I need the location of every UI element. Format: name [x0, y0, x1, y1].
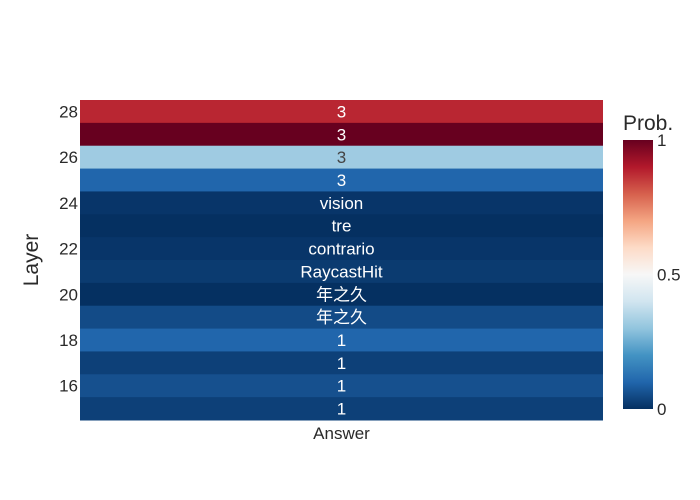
cell-label-layer-20: 年之久: [316, 285, 367, 304]
cell-label-layer-23: tre: [332, 217, 352, 236]
cell-label-layer-21: RaycastHit: [300, 262, 382, 281]
y-tick-18: 18: [59, 331, 78, 350]
heatmap-cell-layer-21: [80, 260, 603, 284]
y-tick-28: 28: [59, 102, 78, 121]
y-tick-20: 20: [59, 285, 78, 304]
cell-label-layer-26: 3: [337, 148, 346, 167]
colorbar-ticks: 00.51: [657, 131, 681, 419]
cell-label-layer-28: 3: [337, 102, 346, 121]
colorbar-tick-0.5: 0.5: [657, 266, 681, 285]
y-tick-16: 16: [59, 377, 78, 396]
x-tick-answer: Answer: [313, 424, 370, 443]
heatmap-cell-layer-28: [80, 100, 603, 124]
y-tick-24: 24: [59, 194, 78, 213]
heatmap-cell-layer-23: [80, 214, 603, 238]
cell-label-layer-16: 1: [337, 377, 346, 396]
cell-label-layer-17: 1: [337, 354, 346, 373]
colorbar: [623, 140, 653, 409]
colorbar-title: Prob.: [623, 112, 673, 135]
heatmap-cells: 3333visiontrecontrarioRaycastHit年之久年之久11…: [80, 100, 603, 421]
heatmap-cell-layer-27: [80, 122, 603, 147]
heatmap-cell-layer-16: [80, 374, 603, 398]
y-axis-title: Layer: [20, 234, 43, 287]
heatmap-cell-layer-24: [80, 191, 603, 215]
cell-label-layer-15: 1: [337, 400, 346, 419]
y-tick-22: 22: [59, 240, 78, 259]
heatmap-cell-layer-22: [80, 237, 603, 261]
heatmap-cell-layer-15: [80, 397, 603, 421]
y-axis-ticks: 16 18 20 22 24 26 28: [59, 102, 78, 395]
colorbar-tick-0: 0: [657, 400, 666, 419]
heatmap-cell-layer-20: [80, 282, 603, 307]
colorbar-tick-1: 1: [657, 131, 666, 150]
cell-label-layer-19: 年之久: [316, 308, 367, 327]
heatmap-cell-layer-17: [80, 351, 603, 375]
cell-label-layer-18: 1: [337, 331, 346, 350]
cell-label-layer-27: 3: [337, 125, 346, 144]
x-axis-ticks: Answer: [313, 424, 370, 443]
cell-label-layer-22: contrario: [308, 240, 374, 259]
y-tick-26: 26: [59, 148, 78, 167]
heatmap-cell-layer-19: [80, 305, 603, 330]
cell-label-layer-25: 3: [337, 171, 346, 190]
cell-label-layer-24: vision: [320, 194, 363, 213]
heatmap-cell-layer-25: [80, 168, 603, 192]
heatmap-cell-layer-18: [80, 328, 603, 352]
heatmap-cell-layer-26: [80, 145, 603, 170]
